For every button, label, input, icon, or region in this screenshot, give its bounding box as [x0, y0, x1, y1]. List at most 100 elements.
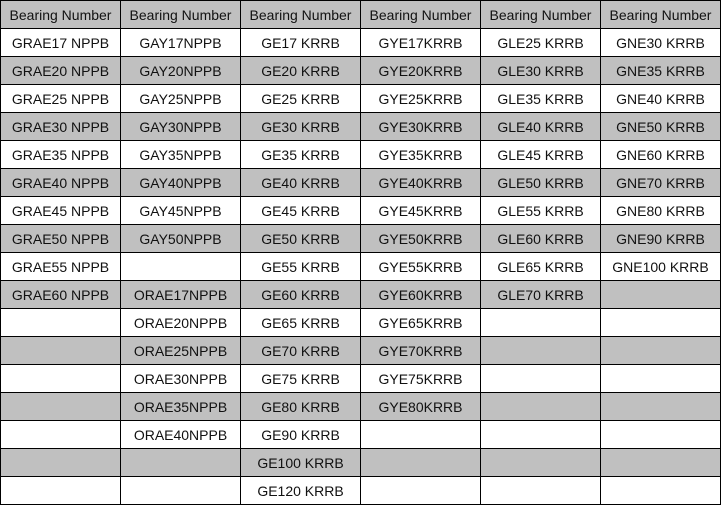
bearing-cell: ORAE17NPPB	[120, 280, 241, 309]
bearing-cell: GE70 KRRB	[240, 336, 361, 365]
bearing-cell	[0, 308, 121, 337]
bearing-cell: GE60 KRRB	[240, 280, 361, 309]
bearing-cell: GAY17NPPB	[120, 28, 241, 57]
bearing-cell: GYE30KRRB	[360, 112, 481, 141]
bearing-cell: GLE65 KRRB	[480, 252, 601, 281]
table-row: ORAE25NPPB GE70 KRRB GYE70KRRB	[0, 336, 721, 365]
header-row: Bearing Number Bearing Number Bearing Numb…	[0, 0, 721, 29]
bearing-cell	[600, 308, 721, 337]
table-row: GRAE55 NPPB GE55 KRRB GYE55KRRB GLE65 KRRB G…	[0, 252, 721, 281]
bearing-cell: GYE60KRRB	[360, 280, 481, 309]
bearing-cell: GRAE17 NPPB	[0, 28, 121, 57]
column-header: Bearing Number	[120, 0, 241, 29]
bearing-cell	[480, 448, 601, 477]
bearing-cell: GRAE60 NPPB	[0, 280, 121, 309]
bearing-cell: GNE50 KRRB	[600, 112, 721, 141]
column-header: Bearing Number	[600, 0, 721, 29]
table-row: GE100 KRRB	[0, 448, 721, 477]
bearing-cell: GAY45NPPB	[120, 196, 241, 225]
bearing-cell: GE30 KRRB	[240, 112, 361, 141]
bearing-cell: ORAE40NPPB	[120, 420, 241, 449]
bearing-cell: GAY30NPPB	[120, 112, 241, 141]
bearing-cell: GE50 KRRB	[240, 224, 361, 253]
bearing-cell	[0, 364, 121, 393]
bearing-cell: GYE20KRRB	[360, 56, 481, 85]
bearing-cell: GE90 KRRB	[240, 420, 361, 449]
bearing-cell	[480, 336, 601, 365]
column-header: Bearing Number	[0, 0, 121, 29]
bearing-cell: GLE30 KRRB	[480, 56, 601, 85]
bearing-cell: GYE35KRRB	[360, 140, 481, 169]
bearing-cell: GRAE35 NPPB	[0, 140, 121, 169]
bearing-cell: GYE80KRRB	[360, 392, 481, 421]
bearing-cell: GAY35NPPB	[120, 140, 241, 169]
bearing-cell	[600, 420, 721, 449]
bearing-cell: GRAE20 NPPB	[0, 56, 121, 85]
table-row: GRAE45 NPPB GAY45NPPB GE45 KRRB GYE45KRRB GL…	[0, 196, 721, 225]
bearing-cell: GE17 KRRB	[240, 28, 361, 57]
bearing-cell	[600, 280, 721, 309]
bearing-cell: GE40 KRRB	[240, 168, 361, 197]
bearing-cell	[0, 476, 121, 505]
bearing-cell: GRAE25 NPPB	[0, 84, 121, 113]
bearing-cell: GAY25NPPB	[120, 84, 241, 113]
bearing-cell: GLE55 KRRB	[480, 196, 601, 225]
bearing-cell	[120, 252, 241, 281]
bearing-cell: GE45 KRRB	[240, 196, 361, 225]
table-body: GRAE17 NPPB GAY17NPPB GE17 KRRB GYE17KRRB GL…	[0, 28, 721, 505]
bearing-cell: GLE25 KRRB	[480, 28, 601, 57]
bearing-cell: GAY40NPPB	[120, 168, 241, 197]
bearing-cell	[480, 308, 601, 337]
bearing-cell: GLE60 KRRB	[480, 224, 601, 253]
bearing-cell: GNE70 KRRB	[600, 168, 721, 197]
bearing-cell	[600, 336, 721, 365]
bearing-cell: GNE30 KRRB	[600, 28, 721, 57]
table-row: GRAE40 NPPB GAY40NPPB GE40 KRRB GYE40KRRB GL…	[0, 168, 721, 197]
bearing-cell: GYE40KRRB	[360, 168, 481, 197]
bearing-cell: GLE70 KRRB	[480, 280, 601, 309]
bearing-cell	[0, 392, 121, 421]
table-row: GRAE25 NPPB GAY25NPPB GE25 KRRB GYE25KRRB GL…	[0, 84, 721, 113]
table-row: GRAE35 NPPB GAY35NPPB GE35 KRRB GYE35KRRB GL…	[0, 140, 721, 169]
bearing-cell: GAY50NPPB	[120, 224, 241, 253]
table-row: GRAE50 NPPB GAY50NPPB GE50 KRRB GYE50KRRB GL…	[0, 224, 721, 253]
bearing-cell	[600, 392, 721, 421]
bearing-cell: GE25 KRRB	[240, 84, 361, 113]
bearing-cell: GYE75KRRB	[360, 364, 481, 393]
table-row: GRAE60 NPPB ORAE17NPPB GE60 KRRB GYE60KRRB G…	[0, 280, 721, 309]
bearing-cell: GLE45 KRRB	[480, 140, 601, 169]
bearing-cell: GRAE55 NPPB	[0, 252, 121, 281]
bearing-cell: GLE40 KRRB	[480, 112, 601, 141]
bearing-cell: ORAE30NPPB	[120, 364, 241, 393]
bearing-cell: GRAE50 NPPB	[0, 224, 121, 253]
bearing-cell	[0, 336, 121, 365]
bearing-cell: GNE35 KRRB	[600, 56, 721, 85]
bearing-cell	[120, 448, 241, 477]
bearing-cell: GE35 KRRB	[240, 140, 361, 169]
column-header: Bearing Number	[480, 0, 601, 29]
bearing-cell: GNE60 KRRB	[600, 140, 721, 169]
table-row: GRAE30 NPPB GAY30NPPB GE30 KRRB GYE30KRRB GL…	[0, 112, 721, 141]
bearing-cell: GAY20NPPB	[120, 56, 241, 85]
bearing-cell: ORAE20NPPB	[120, 308, 241, 337]
bearing-cell: GE100 KRRB	[240, 448, 361, 477]
bearing-cell	[480, 364, 601, 393]
bearing-cell	[0, 448, 121, 477]
column-header: Bearing Number	[240, 0, 361, 29]
bearing-cell: GYE55KRRB	[360, 252, 481, 281]
bearing-cell	[120, 476, 241, 505]
bearing-cell	[360, 420, 481, 449]
bearing-cell	[480, 392, 601, 421]
bearing-cell: GYE70KRRB	[360, 336, 481, 365]
bearing-cell	[360, 448, 481, 477]
bearing-cell	[360, 476, 481, 505]
bearing-cell: GE20 KRRB	[240, 56, 361, 85]
bearing-cell	[480, 476, 601, 505]
bearing-cell	[480, 420, 601, 449]
bearing-cell: GNE80 KRRB	[600, 196, 721, 225]
table-row: ORAE20NPPB GE65 KRRB GYE65KRRB	[0, 308, 721, 337]
bearing-cell	[600, 364, 721, 393]
bearing-cell: GRAE45 NPPB	[0, 196, 121, 225]
bearing-cell	[600, 448, 721, 477]
